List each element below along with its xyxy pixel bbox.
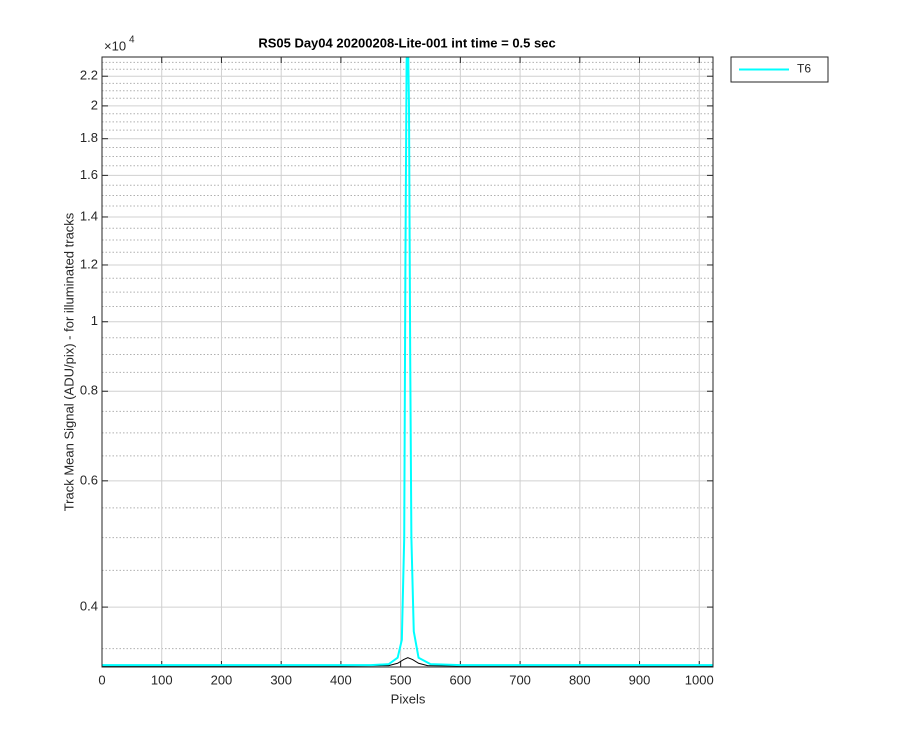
y-tick-label: 2.2 xyxy=(80,68,98,83)
axes-box xyxy=(101,56,714,668)
x-tick-label: 1000 xyxy=(685,672,714,687)
y-tick-label: 2 xyxy=(91,97,98,112)
y-tick-label: 0.6 xyxy=(80,472,98,487)
y-tick-label: 0.8 xyxy=(80,383,98,398)
chart-title: RS05 Day04 20200208-Lite-001 int time = … xyxy=(258,35,555,50)
x-tick-label: 800 xyxy=(569,672,591,687)
x-tick-label: 600 xyxy=(450,672,472,687)
x-tick-label: 400 xyxy=(330,672,352,687)
plot-area xyxy=(102,57,713,667)
y-tick-label: 1.8 xyxy=(80,130,98,145)
y-tick-label: 0.4 xyxy=(80,599,98,614)
x-tick-label: 300 xyxy=(270,672,292,687)
x-tick-label: 200 xyxy=(211,672,233,687)
x-tick-label: 100 xyxy=(151,672,173,687)
legend-label: T6 xyxy=(797,62,811,76)
y-tick-label: 1 xyxy=(91,313,98,328)
y-tick-label: 1.4 xyxy=(80,208,98,223)
y-tick-label: 1.6 xyxy=(80,167,98,182)
y-multiplier: ×10 xyxy=(104,38,126,53)
x-tick-label: 0 xyxy=(98,672,105,687)
y-axis-label: Track Mean Signal (ADU/pix) - for illumi… xyxy=(61,212,76,511)
data-line xyxy=(102,57,713,667)
x-axis-label: Pixels xyxy=(391,691,426,706)
x-tick-label: 900 xyxy=(629,672,651,687)
y-multiplier-exponent: 4 xyxy=(129,35,135,46)
x-tick-label: 700 xyxy=(509,672,531,687)
x-tick-label: 500 xyxy=(390,672,412,687)
y-tick-label: 1.2 xyxy=(80,256,98,271)
